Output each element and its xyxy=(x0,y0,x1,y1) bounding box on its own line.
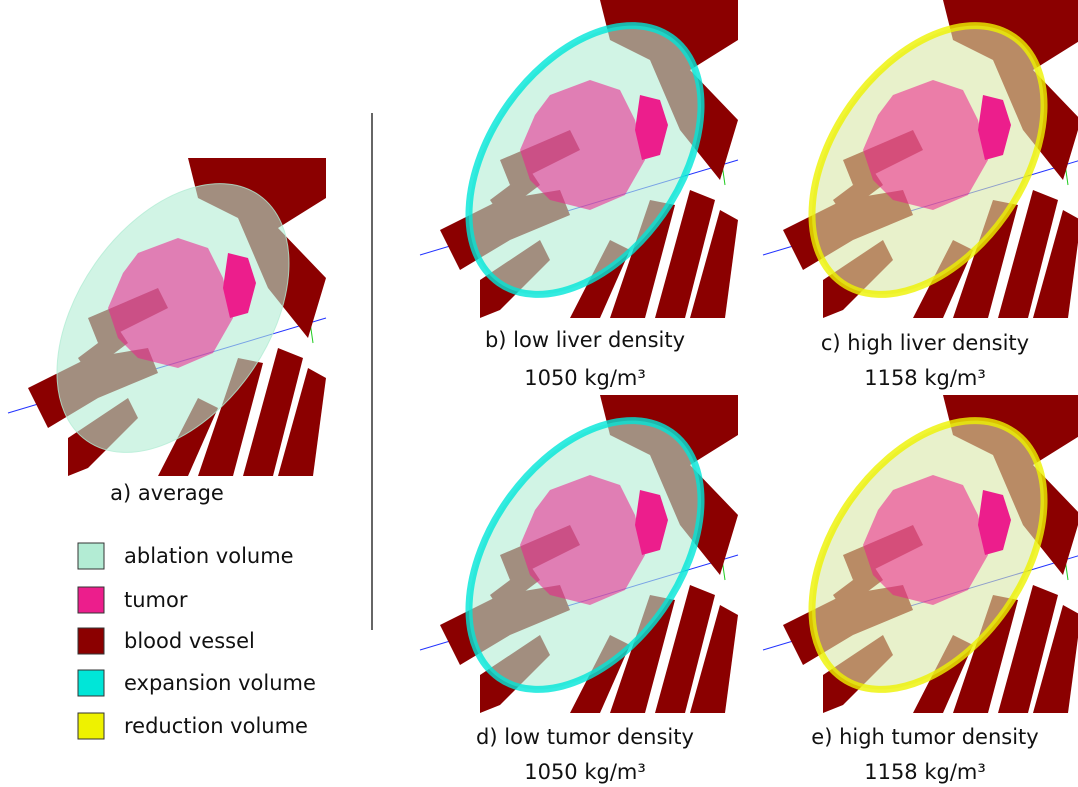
rendering xyxy=(7,158,327,476)
blood-vessel xyxy=(998,585,1058,713)
tumor xyxy=(863,80,988,210)
legend-swatch xyxy=(77,712,105,740)
tumor-core xyxy=(223,253,256,318)
caption: 1050 kg/m³ xyxy=(524,366,646,390)
blood-vessel xyxy=(278,368,326,476)
caption: 1050 kg/m³ xyxy=(524,760,646,784)
tumor-core xyxy=(635,95,668,160)
tumor xyxy=(520,80,645,210)
legend-swatch xyxy=(77,586,105,614)
tumor xyxy=(108,238,233,368)
legend-label: expansion volume xyxy=(124,671,316,695)
blood-vessel xyxy=(690,605,738,713)
legend-label: blood vessel xyxy=(124,629,255,653)
caption: 1158 kg/m³ xyxy=(864,760,986,784)
blood-vessel xyxy=(1033,605,1078,713)
legend-label: ablation volume xyxy=(124,544,294,568)
rendering xyxy=(762,0,1078,318)
rendering xyxy=(419,395,739,713)
blood-vessel xyxy=(655,190,715,318)
caption: d) low tumor density xyxy=(476,725,694,749)
blood-vessel xyxy=(1033,210,1078,318)
caption: 1158 kg/m³ xyxy=(864,366,986,390)
legend-swatch xyxy=(77,627,105,655)
tumor-core xyxy=(978,490,1011,555)
tumor xyxy=(863,475,988,605)
legend-label: tumor xyxy=(124,588,188,612)
legend-swatch xyxy=(77,542,105,570)
blood-vessel xyxy=(610,200,675,318)
blood-vessel xyxy=(953,200,1018,318)
caption: a) average xyxy=(110,481,224,505)
blood-vessel xyxy=(953,595,1018,713)
legend-swatch xyxy=(77,669,105,697)
rendering xyxy=(419,0,739,318)
rendering xyxy=(762,395,1078,713)
legend-label: reduction volume xyxy=(124,714,308,738)
caption: e) high tumor density xyxy=(811,725,1038,749)
blood-vessel xyxy=(998,190,1058,318)
caption: b) low liver density xyxy=(485,328,685,352)
tumor-core xyxy=(635,490,668,555)
blood-vessel xyxy=(198,358,263,476)
blood-vessel xyxy=(610,595,675,713)
blood-vessel xyxy=(243,348,303,476)
blood-vessel xyxy=(690,210,738,318)
caption: c) high liver density xyxy=(821,331,1029,355)
tumor xyxy=(520,475,645,605)
tumor-core xyxy=(978,95,1011,160)
blood-vessel xyxy=(655,585,715,713)
